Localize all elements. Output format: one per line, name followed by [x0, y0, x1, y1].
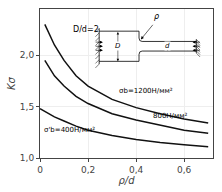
svg-text:0: 0: [37, 165, 43, 175]
svg-text:d: d: [165, 42, 170, 50]
svg-text:0,2: 0,2: [81, 165, 95, 175]
svg-text:1,0: 1,0: [20, 153, 35, 163]
svg-text:ρ: ρ: [154, 12, 159, 21]
svg-text:σ'b=400Н/мм²: σ'b=400Н/мм²: [44, 126, 95, 134]
svg-text:D: D: [115, 42, 121, 50]
svg-text:Kσ: Kσ: [6, 76, 17, 90]
svg-text:800Н/мм²: 800Н/мм²: [153, 112, 188, 120]
svg-text:2,0: 2,0: [20, 50, 35, 60]
svg-text:σb=1200Н/мм²: σb=1200Н/мм²: [119, 87, 173, 95]
svg-text:0,4: 0,4: [129, 165, 144, 175]
svg-text:1,5: 1,5: [20, 102, 34, 112]
svg-text:D/d=2: D/d=2: [73, 25, 99, 34]
svg-text:ρ/d: ρ/d: [118, 175, 135, 186]
svg-text:0,6: 0,6: [177, 165, 192, 175]
